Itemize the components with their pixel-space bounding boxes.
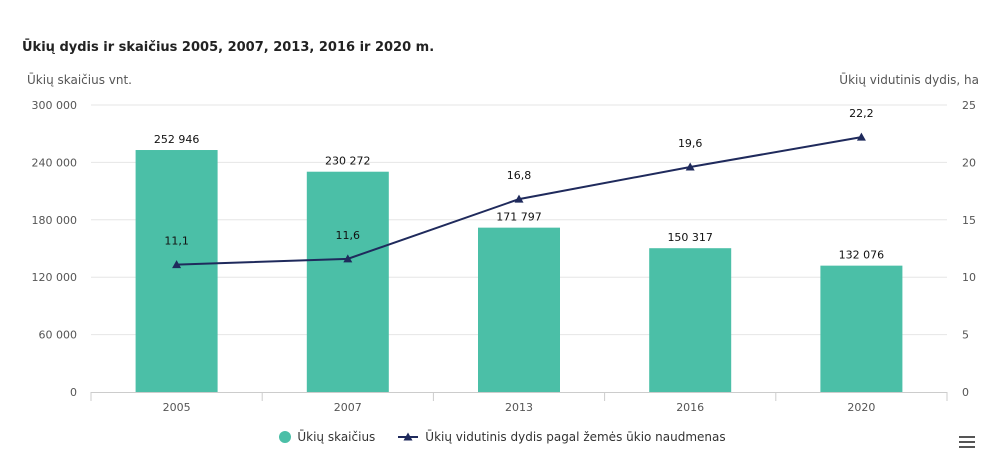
chart-legend: Ūkių skaičius Ūkių vidutinis dydis pagal… xyxy=(0,430,1005,444)
line-data-label: 19,6 xyxy=(678,137,703,150)
x-tick-label: 2007 xyxy=(334,401,362,414)
bar xyxy=(478,227,560,392)
right-axis-label: Ūkių vidutinis dydis, ha xyxy=(839,73,979,87)
bar xyxy=(820,265,903,392)
y-left-tick-label: 60 000 xyxy=(39,329,78,342)
bar-data-label: 230 272 xyxy=(325,155,371,168)
bar-data-label: 171 797 xyxy=(496,211,542,224)
bar xyxy=(306,171,389,392)
bar xyxy=(135,150,218,392)
legend-item-bars[interactable]: Ūkių skaičius xyxy=(279,430,375,444)
y-left-tick-label: 300 000 xyxy=(32,99,78,112)
bar-data-label: 150 317 xyxy=(667,231,713,244)
legend-circle-icon xyxy=(279,431,292,443)
bar-data-label: 252 946 xyxy=(154,133,200,146)
x-tick-label: 2016 xyxy=(676,401,704,414)
chart-title: Ūkių dydis ir skaičius 2005, 2007, 2013,… xyxy=(22,40,435,55)
legend-label-bars: Ūkių skaičius xyxy=(297,430,376,444)
x-tick-label: 2005 xyxy=(163,401,191,414)
legend-triangle-line-icon xyxy=(398,432,419,441)
legend-item-line[interactable]: Ūkių vidutinis dydis pagal žemės ūkio na… xyxy=(397,430,726,444)
line-point-marker xyxy=(343,254,353,263)
line-data-label: 16,8 xyxy=(507,169,532,182)
bar xyxy=(649,248,732,392)
line-point-marker xyxy=(514,194,524,203)
line-data-label: 11,1 xyxy=(164,235,189,248)
y-left-tick-label: 180 000 xyxy=(32,214,78,227)
line-point-marker xyxy=(685,162,695,171)
line-point-marker xyxy=(172,260,182,269)
y-right-tick-label: 5 xyxy=(962,329,969,342)
y-right-tick-label: 15 xyxy=(962,214,976,227)
y-right-tick-label: 0 xyxy=(962,386,969,399)
y-left-tick-label: 0 xyxy=(70,386,77,399)
x-tick-label: 2013 xyxy=(505,401,533,414)
bar-data-label: 132 076 xyxy=(839,249,885,262)
x-tick-label: 2020 xyxy=(847,401,875,414)
hamburger-menu-icon[interactable] xyxy=(959,436,975,450)
line-point-marker xyxy=(856,132,866,141)
y-left-tick-label: 120 000 xyxy=(32,271,78,284)
left-axis-label: Ūkių skaičius vnt. xyxy=(27,73,132,87)
y-right-tick-label: 25 xyxy=(962,99,976,112)
y-right-tick-label: 10 xyxy=(962,271,976,284)
legend-label-line: Ūkių vidutinis dydis pagal žemės ūkio na… xyxy=(425,430,726,444)
y-right-tick-label: 20 xyxy=(962,156,976,169)
line-data-label: 22,2 xyxy=(849,107,874,120)
y-left-tick-label: 240 000 xyxy=(32,156,78,169)
line-data-label: 11,6 xyxy=(336,229,361,242)
